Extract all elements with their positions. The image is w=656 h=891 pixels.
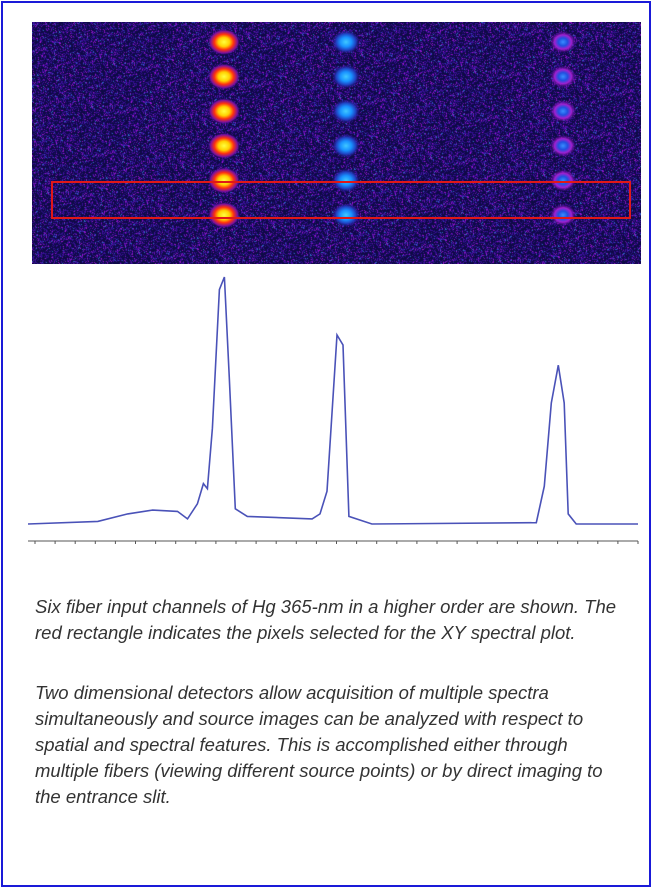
caption-detectors: Two dimensional detectors allow acquisit… [35, 682, 603, 807]
spectral-line-spot [550, 31, 576, 53]
caption-channels: Six fiber input channels of Hg 365-nm in… [35, 596, 617, 643]
spectral-line-spot [208, 29, 240, 55]
spectral-line-spot [208, 63, 240, 90]
spectral-line-spot [550, 65, 576, 88]
spectrum-trace [27, 276, 638, 525]
spectral-line-spot [332, 203, 360, 227]
spectral-line-spot [332, 30, 360, 54]
detector-image [32, 22, 641, 264]
spectral-line-spot [332, 168, 360, 193]
x-axis-ticks [34, 541, 639, 544]
spectral-line-spot [550, 169, 576, 192]
selected-pixels-rectangle [51, 181, 631, 219]
spectral-line-spot [208, 132, 240, 159]
spectral-line-spot [208, 167, 240, 194]
spectral-line-spot [208, 98, 240, 125]
spectral-line-spot [550, 134, 576, 157]
spectral-line-spot [550, 204, 576, 226]
spectral-line-spot [332, 99, 360, 124]
xy-spectral-plot [27, 276, 639, 544]
spectral-line-spot [332, 133, 360, 158]
spectral-line-spot [550, 100, 576, 123]
spectral-line-spots [208, 29, 576, 228]
spectral-line-spot [332, 64, 360, 89]
spectral-line-spot [208, 202, 240, 228]
